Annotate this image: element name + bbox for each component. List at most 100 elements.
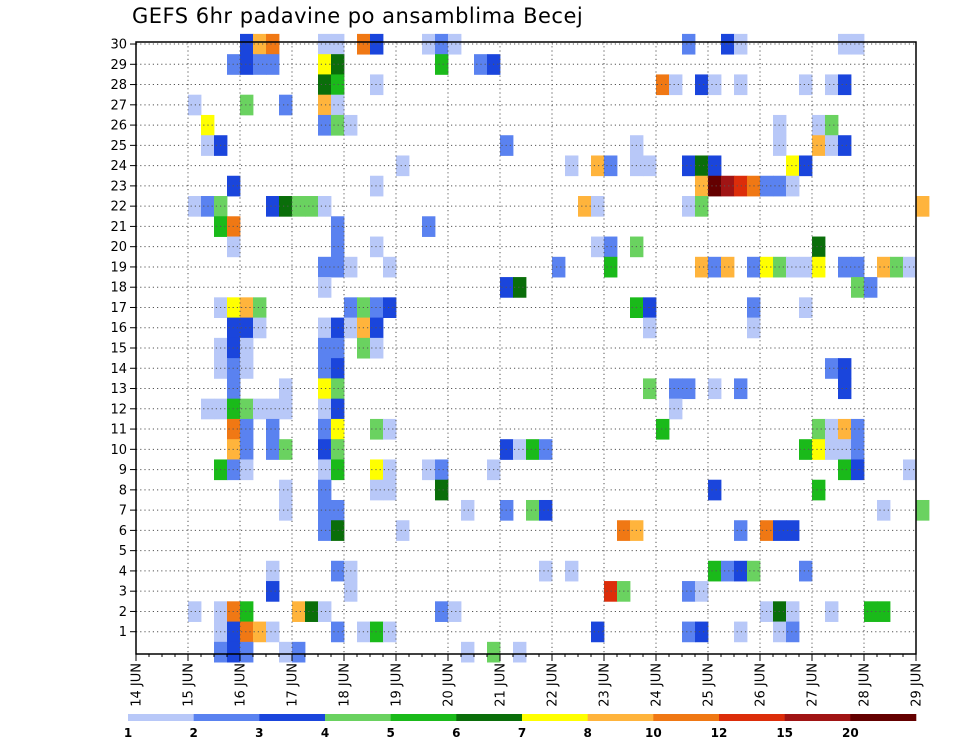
- heatmap-cell: [422, 459, 436, 481]
- y-tick-label: 3: [119, 585, 127, 600]
- heatmap-cell: [240, 621, 254, 643]
- heatmap-cell: [916, 196, 930, 217]
- heatmap-cell: [734, 621, 748, 643]
- heatmap-cell: [565, 560, 579, 582]
- heatmap-cell: [240, 439, 254, 460]
- axes: 1234567891011121314151617181920212223242…: [110, 38, 924, 707]
- y-tick-label: 10: [110, 443, 127, 458]
- x-tick-label: 15 JUN: [182, 663, 197, 707]
- y-tick-label: 21: [110, 220, 127, 235]
- heatmap-cell: [838, 135, 852, 156]
- heatmap-cell: [643, 297, 657, 318]
- heatmap-cell: [188, 94, 202, 116]
- heatmap-cell: [318, 499, 332, 521]
- heatmap-cell: [318, 358, 332, 379]
- heatmap-cell: [318, 378, 332, 400]
- heatmap-cell: [435, 54, 449, 75]
- colorbar-label: 12: [711, 726, 728, 740]
- heatmap-cell: [799, 297, 813, 318]
- heatmap-cell: [682, 155, 696, 177]
- heatmap-cell: [448, 601, 462, 622]
- y-tick-label: 26: [110, 119, 127, 134]
- chart-title: GEFS 6hr padavine po ansamblima Becej: [132, 4, 584, 28]
- heatmap-cell: [435, 459, 449, 481]
- heatmap-cell: [851, 277, 865, 298]
- heatmap-cell: [305, 196, 319, 217]
- heatmap-cell: [656, 74, 670, 96]
- heatmap-cell: [487, 641, 501, 663]
- colorbar-label: 4: [321, 726, 329, 740]
- heatmap-cell: [825, 358, 839, 379]
- heatmap-cell: [318, 479, 332, 501]
- heatmap-cell: [292, 196, 306, 217]
- heatmap-cell: [240, 601, 254, 622]
- heatmap-cell: [279, 378, 293, 400]
- y-tick-label: 17: [110, 301, 127, 316]
- heatmap-cell: [786, 256, 800, 278]
- y-tick-label: 18: [110, 281, 127, 296]
- heatmap-cell: [318, 459, 332, 481]
- heatmap-cell: [318, 398, 332, 420]
- heatmap-cell: [305, 601, 319, 622]
- heatmap-cell: [240, 33, 254, 55]
- heatmap-cell: [383, 479, 397, 501]
- heatmap-cell: [786, 175, 800, 197]
- heatmap-cell: [578, 196, 592, 217]
- heatmap-cell: [786, 601, 800, 622]
- colorbar-swatch: [259, 714, 326, 721]
- heatmap-cell: [318, 520, 332, 541]
- heatmap-cell: [240, 94, 254, 116]
- heatmap-cell: [682, 378, 696, 400]
- x-tick-label: 29 JUN: [910, 663, 925, 707]
- heatmap-cell: [396, 520, 410, 541]
- x-tick-label: 22 JUN: [546, 663, 561, 707]
- heatmap-cell: [682, 581, 696, 602]
- heatmap-cell: [370, 297, 384, 318]
- heatmap-cell: [838, 418, 852, 440]
- colorbar-label: 10: [645, 726, 662, 740]
- heatmap-cell: [253, 398, 267, 420]
- heatmap-cell: [266, 439, 280, 460]
- heatmap-cell: [812, 236, 826, 258]
- y-tick-label: 6: [119, 524, 127, 539]
- heatmap-cell: [851, 418, 865, 440]
- heatmap-cell: [682, 196, 696, 217]
- heatmap-cell: [279, 439, 293, 460]
- heatmap-cell: [370, 479, 384, 501]
- x-tick-label: 27 JUN: [806, 663, 821, 707]
- heatmap-cell: [864, 277, 878, 298]
- heatmap-cell: [838, 439, 852, 460]
- y-tick-label: 19: [110, 260, 127, 275]
- heatmap-cell: [318, 439, 332, 460]
- heatmap-cell: [253, 54, 267, 75]
- colorbar-swatch: [128, 714, 194, 721]
- x-tick-label: 20 JUN: [442, 663, 457, 707]
- heatmap-cell: [656, 418, 670, 440]
- heatmap-cell: [318, 418, 332, 440]
- heatmap-cell: [318, 317, 332, 339]
- y-tick-label: 27: [110, 98, 127, 113]
- heatmap-cell: [266, 560, 280, 582]
- heatmap-cell: [721, 33, 735, 55]
- heatmap-cell: [318, 337, 332, 359]
- y-tick-label: 5: [119, 544, 127, 559]
- colorbar-swatch: [850, 714, 917, 721]
- y-tick-label: 29: [110, 58, 127, 73]
- heatmap-cell: [695, 196, 709, 217]
- heatmap-cell: [370, 337, 384, 359]
- heatmap-cell: [851, 459, 865, 481]
- colorbar-label: 7: [518, 726, 526, 740]
- heatmap-cell: [539, 499, 553, 521]
- heatmap-cell: [734, 378, 748, 400]
- heatmap-cell: [851, 33, 865, 55]
- y-tick-label: 22: [110, 200, 127, 215]
- heatmap-cell: [266, 54, 280, 75]
- heatmap-cell: [812, 135, 826, 156]
- heatmap-cell: [513, 641, 527, 663]
- y-tick-label: 24: [110, 159, 127, 174]
- y-tick-label: 30: [110, 38, 127, 53]
- colorbar-swatch: [653, 714, 720, 721]
- heatmap-cell: [812, 114, 826, 136]
- heatmap-cell: [279, 196, 293, 217]
- heatmap-cell: [786, 155, 800, 177]
